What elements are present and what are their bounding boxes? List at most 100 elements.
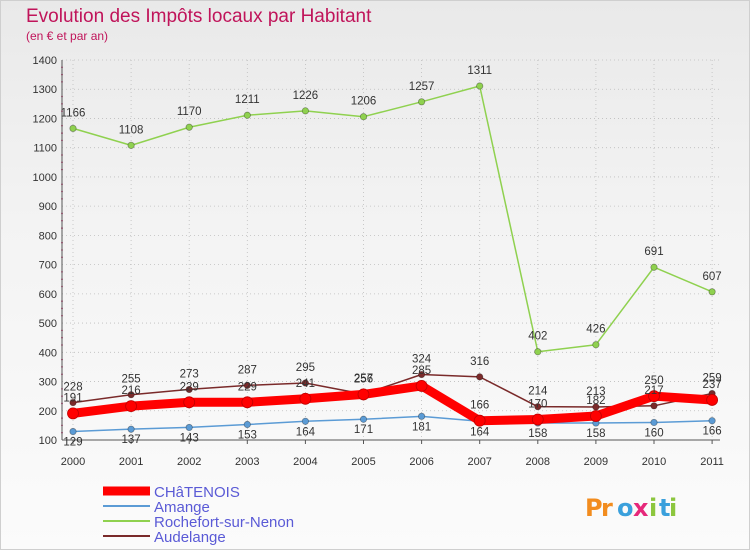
data-point [185, 385, 193, 394]
data-point [299, 392, 312, 405]
data-label: 160 [644, 427, 663, 439]
x-tick-label: 2003 [235, 456, 259, 468]
data-point [417, 412, 426, 420]
x-tick-label: 2002 [177, 456, 201, 468]
y-tick-label: 1400 [33, 55, 57, 67]
proxiti-logo: Pr o x i ti [585, 494, 677, 522]
data-point [243, 420, 251, 429]
series-line-3 [72, 373, 713, 408]
data-label: 426 [586, 324, 605, 336]
data-label: 213 [586, 386, 605, 398]
data-label: 1206 [351, 96, 377, 108]
data-label: 295 [296, 362, 315, 374]
data-point [127, 425, 135, 433]
data-point [125, 400, 138, 412]
data-label: 229 [180, 381, 199, 393]
data-point [69, 398, 77, 407]
data-label: 217 [644, 385, 663, 397]
data-label: 171 [354, 424, 373, 436]
y-tick-label: 200 [39, 406, 57, 418]
legend-label: Audelange [154, 529, 226, 546]
x-tick-label: 2004 [293, 456, 317, 468]
data-point [183, 396, 196, 409]
data-point [359, 113, 368, 121]
series-line-2 [72, 85, 713, 353]
data-point [476, 82, 484, 90]
data-labels: 191 216 229 229 241 256 285 166 170 182 250 237 129 1… [61, 65, 722, 449]
logo-letter: x [633, 494, 649, 522]
data-point [243, 381, 251, 389]
data-label: 166 [703, 426, 722, 438]
data-point [417, 370, 426, 379]
data-point [534, 348, 542, 356]
logo-letter: i [669, 494, 677, 522]
y-tick-label: 100 [39, 435, 57, 447]
data-label: 143 [180, 432, 199, 444]
data-label: 402 [528, 331, 547, 343]
data-point [69, 124, 77, 132]
data-label: 129 [63, 437, 82, 449]
data-label: 182 [586, 395, 605, 407]
data-label: 691 [644, 246, 663, 258]
data-label: 164 [470, 426, 490, 438]
data-label: 137 [122, 434, 141, 446]
data-point [590, 410, 602, 422]
data-label: 250 [644, 375, 663, 387]
data-label: 287 [238, 364, 257, 376]
series-line-1 [72, 415, 713, 433]
data-point [127, 391, 135, 399]
data-point [185, 123, 193, 131]
data-label: 1166 [61, 107, 86, 119]
data-point [534, 403, 542, 411]
data-point [241, 396, 254, 409]
data-point [592, 341, 600, 349]
logo-letter: t [659, 494, 670, 522]
data-label: 324 [412, 354, 432, 366]
data-label: 1108 [119, 124, 144, 136]
data-point [67, 407, 79, 420]
data-label: 1257 [409, 81, 435, 93]
y-tick-label: 400 [39, 347, 57, 359]
data-label: 607 [703, 271, 722, 283]
data-point [650, 263, 658, 271]
data-point [127, 141, 135, 149]
data-point [417, 98, 426, 106]
series-layer [67, 82, 718, 436]
data-point [476, 373, 484, 381]
data-point [708, 417, 716, 425]
series-line-0 [68, 381, 717, 426]
data-label: 181 [412, 421, 431, 433]
x-tick-label: 2009 [584, 456, 608, 468]
data-label: 255 [122, 374, 141, 386]
data-label: 1311 [467, 65, 492, 77]
data-label: 1170 [177, 106, 202, 118]
data-point [650, 402, 658, 410]
y-tick-label: 1100 [33, 143, 57, 155]
y-tick-label: 1300 [33, 84, 57, 96]
data-label: 273 [180, 368, 199, 380]
data-label: 285 [412, 365, 431, 377]
grid [62, 59, 720, 441]
legend-label: Rochefort-sur-Nenon [154, 514, 294, 531]
data-label: 316 [470, 356, 489, 368]
data-label: 229 [238, 381, 257, 393]
data-point [243, 111, 251, 119]
data-point [357, 388, 370, 401]
data-label: 1226 [293, 90, 319, 102]
data-label: 153 [238, 430, 257, 442]
logo-letter: o [617, 494, 634, 522]
x-tick-label: 2000 [61, 456, 85, 468]
data-point [301, 417, 309, 425]
legend-label: Amange [154, 499, 210, 516]
data-label: 241 [296, 378, 315, 390]
data-point [185, 423, 193, 432]
y-tick-label: 900 [39, 201, 57, 213]
data-label: 257 [354, 373, 373, 385]
y-tick-label: 500 [39, 318, 57, 330]
y-tick-label: 700 [39, 260, 57, 272]
data-point [473, 414, 486, 427]
data-point [650, 418, 658, 427]
data-point [415, 380, 428, 392]
y-tick-label: 600 [39, 289, 57, 301]
